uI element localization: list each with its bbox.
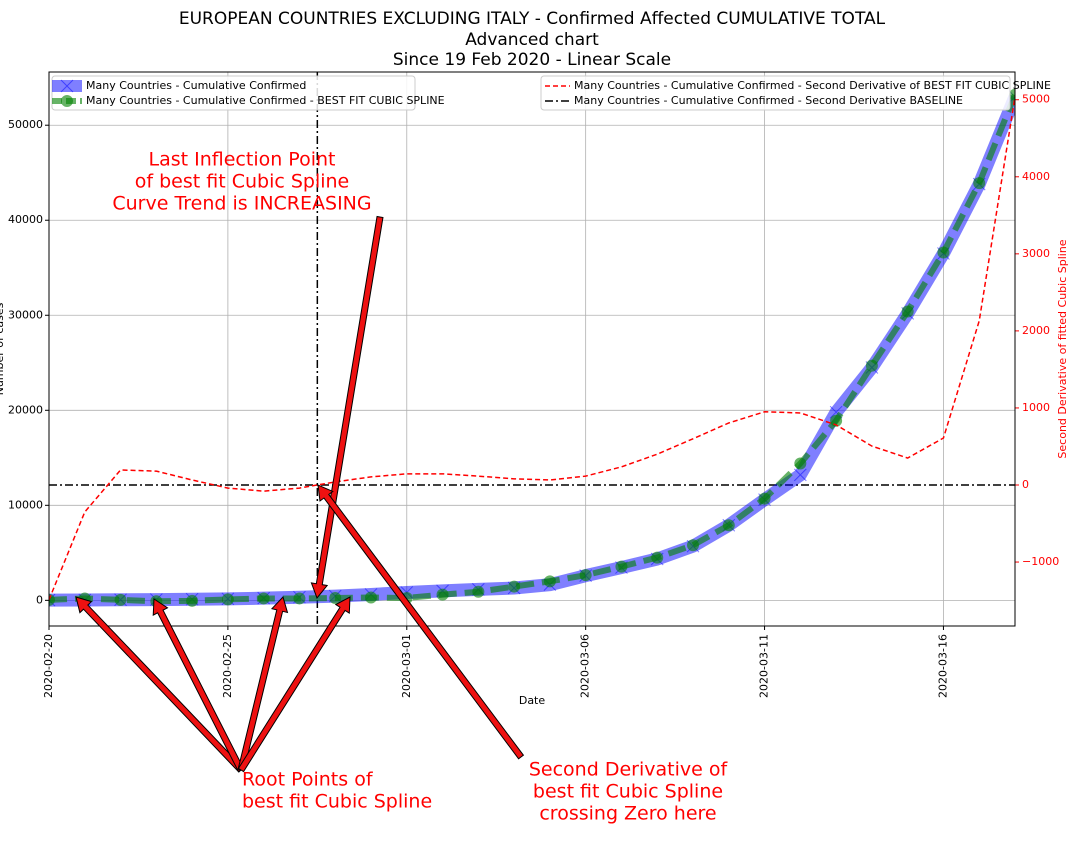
y2-axis-label: Second Derivative of fitted Cubic Spline [1056, 239, 1069, 458]
circle-marker [758, 492, 771, 505]
legend-box [540, 75, 1011, 111]
plot-area [49, 72, 1015, 626]
circle-marker [436, 588, 449, 601]
arrow [152, 598, 245, 773]
y-tick-label: 50000 [8, 118, 43, 131]
circle-marker [186, 594, 199, 607]
y-tick-label: 0 [36, 593, 43, 606]
legend-label: Many Countries - Cumulative Confirmed - … [574, 94, 963, 107]
y2-tick-label: 0 [1022, 478, 1029, 491]
y2-tick-label: 4000 [1022, 170, 1050, 183]
annotation: of best fit Cubic Spline [135, 171, 350, 193]
x-tick-label: 2020-03-16 [936, 634, 949, 698]
chart-subtitle: Since 19 Feb 2020 - Linear Scale [393, 50, 671, 70]
circle-marker [114, 593, 127, 606]
arrow [237, 596, 351, 773]
circle-marker [937, 246, 950, 259]
circle-marker [615, 560, 628, 573]
circle-marker [293, 592, 306, 605]
x-tick-label: 2020-03-11 [758, 634, 771, 698]
y2-tick-label: 3000 [1022, 247, 1050, 260]
annotation: Curve Trend is INCREASING [112, 193, 371, 215]
annotation: Root Points of [242, 769, 374, 791]
circle-marker [830, 414, 843, 427]
x-tick-label: 2020-02-20 [42, 634, 55, 698]
circle-marker [329, 591, 342, 604]
chart-subtitle: Advanced chart [465, 30, 599, 50]
annotation: Last Inflection Point [149, 149, 336, 171]
annotation: crossing Zero here [539, 803, 716, 825]
circle-marker [1009, 88, 1015, 101]
circle-marker [257, 592, 270, 605]
legend-label: Many Countries - Cumulative Confirmed [86, 79, 306, 92]
arrow [237, 596, 289, 772]
circle-marker [472, 585, 485, 598]
circle-marker [901, 305, 914, 318]
y-axis-label: Number of cases [0, 302, 6, 395]
annotation: Second Derivative of [529, 759, 729, 781]
arrow [75, 596, 244, 773]
y-tick-label: 10000 [8, 498, 43, 511]
y2-tick-label: 1000 [1022, 401, 1050, 414]
x-tick-label: 2020-03-06 [579, 634, 592, 698]
circle-marker [651, 551, 664, 564]
plot-frame [48, 71, 1016, 627]
y2-tick-label: 2000 [1022, 324, 1050, 337]
circle-marker [365, 591, 377, 604]
x-axis-label: Date [519, 694, 546, 707]
x-tick-label: 2020-02-25 [221, 634, 234, 698]
circle-marker [687, 539, 699, 552]
series-layer [49, 72, 1015, 626]
legend-swatch [61, 95, 73, 107]
circle-marker [508, 580, 521, 593]
legend-box [51, 75, 416, 111]
legend-label: Many Countries - Cumulative Confirmed - … [574, 79, 1051, 92]
y2-tick-label: −1000 [1022, 555, 1059, 568]
arrow [310, 215, 384, 599]
series-line [49, 93, 1015, 605]
annotation: best fit Cubic Spline [533, 781, 723, 803]
circle-marker [579, 569, 592, 582]
y-tick-label: 30000 [8, 308, 43, 321]
series-line [49, 96, 1015, 601]
y-tick-label: 20000 [8, 403, 43, 416]
legend-label: Many Countries - Cumulative Confirmed - … [86, 94, 445, 107]
circle-marker [865, 359, 878, 372]
y2-tick-label: 5000 [1022, 93, 1050, 106]
annotation: best fit Cubic Spline [242, 791, 432, 813]
circle-marker [973, 177, 986, 190]
chart-title: EUROPEAN COUNTRIES EXCLUDING ITALY - Con… [179, 9, 886, 29]
circle-marker [722, 519, 735, 532]
legend-swatch [60, 79, 74, 93]
x-marker [793, 468, 807, 482]
x-tick-label: 2020-03-01 [400, 634, 413, 698]
circle-marker [794, 457, 807, 470]
arrow [317, 484, 525, 760]
y-tick-label: 40000 [8, 213, 43, 226]
circle-marker [543, 575, 556, 588]
circle-marker [221, 593, 234, 606]
